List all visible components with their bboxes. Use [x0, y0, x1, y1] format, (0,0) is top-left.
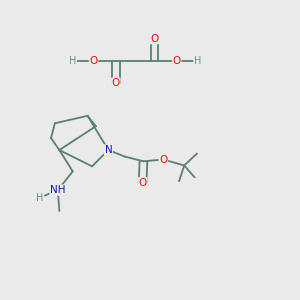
Text: O: O — [172, 56, 181, 66]
Text: O: O — [159, 154, 167, 164]
Text: H: H — [36, 193, 44, 202]
Text: H: H — [69, 56, 76, 66]
Text: H: H — [194, 56, 201, 66]
Text: NH: NH — [50, 185, 66, 195]
Text: O: O — [138, 178, 147, 188]
Text: O: O — [89, 56, 98, 66]
Text: N: N — [104, 145, 112, 155]
Text: O: O — [112, 78, 120, 88]
Text: O: O — [150, 34, 159, 44]
